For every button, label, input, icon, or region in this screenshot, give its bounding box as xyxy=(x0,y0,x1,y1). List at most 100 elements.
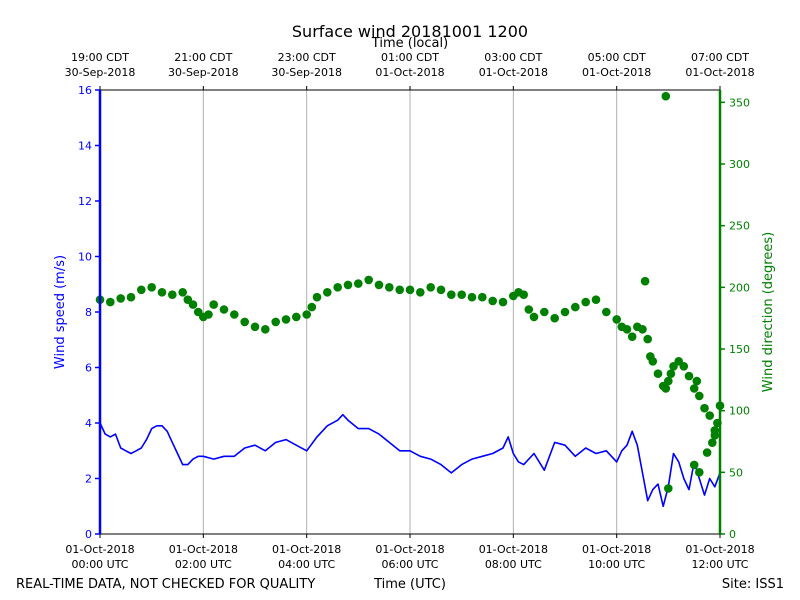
bottom-tick-time: 00:00 UTC xyxy=(71,558,128,571)
wind-direction-point xyxy=(664,376,673,386)
left-tick-label: 10 xyxy=(78,251,92,264)
wind-direction-point xyxy=(292,312,301,322)
left-tick-label: 0 xyxy=(85,528,92,541)
right-tick-label: 250 xyxy=(729,220,750,233)
wind-direction-point xyxy=(700,403,709,413)
left-tick-label: 8 xyxy=(85,306,92,319)
wind-direction-point xyxy=(204,310,213,319)
wind-direction-point xyxy=(219,305,229,314)
bottom-tick-date: 01-Oct-2018 xyxy=(582,543,651,556)
wind-direction-point xyxy=(581,297,590,307)
right-axis-ticks: 0 50 100 150 200 250 300 350 xyxy=(720,96,750,541)
wind-direction-point xyxy=(664,484,673,493)
top-tick-time: 07:00 CDT xyxy=(691,51,749,64)
top-tick-date: 30-Sep-2018 xyxy=(168,66,239,79)
right-tick-label: 150 xyxy=(729,343,750,356)
wind-direction-point xyxy=(395,285,405,295)
wind-direction-point xyxy=(560,307,570,317)
wind-direction-point xyxy=(385,283,394,292)
bottom-tick-date: 01-Oct-2018 xyxy=(65,543,134,556)
top-tick-time: 19:00 CDT xyxy=(71,51,129,64)
right-tick-label: 50 xyxy=(729,466,743,479)
wind-direction-point xyxy=(653,369,663,379)
wind-direction-point xyxy=(689,384,699,393)
wind-direction-point xyxy=(643,334,652,344)
bottom-tick-time: 12:00 UTC xyxy=(691,558,748,571)
bottom-tick-time: 02:00 UTC xyxy=(175,558,232,571)
bottom-tick-date: 01-Oct-2018 xyxy=(685,543,754,556)
right-tick-label: 0 xyxy=(729,528,736,541)
right-tick-label: 200 xyxy=(729,281,750,294)
wind-direction-point xyxy=(188,300,198,309)
wind-direction-point xyxy=(540,307,549,317)
wind-direction-point xyxy=(640,276,650,286)
wind-direction-point xyxy=(447,290,456,300)
right-tick-label: 300 xyxy=(729,158,750,171)
wind-direction-point xyxy=(679,362,689,371)
wind-direction-point xyxy=(661,91,671,101)
wind-direction-point xyxy=(354,279,363,288)
left-tick-label: 2 xyxy=(85,473,92,486)
wind-direction-point xyxy=(302,310,312,319)
wind-direction-point xyxy=(426,283,436,292)
wind-direction-point xyxy=(230,310,239,319)
bottom-tick-date: 01-Oct-2018 xyxy=(479,543,548,556)
top-tick-time: 01:00 CDT xyxy=(381,51,439,64)
wind-direction-point xyxy=(627,332,637,342)
wind-direction-point xyxy=(692,376,702,386)
wind-direction-point xyxy=(106,297,115,307)
wind-direction-point xyxy=(488,296,498,306)
top-tick-date: 01-Oct-2018 xyxy=(685,66,754,79)
top-axis-ticks: 19:00 CDT 30-Sep-2018 21:00 CDT 30-Sep-2018… xyxy=(65,51,755,90)
wind-direction-point xyxy=(695,391,704,401)
gridlines xyxy=(99,90,721,534)
wind-direction-point xyxy=(312,292,322,302)
left-axis-ticks: 0 2 4 6 8 10 12 14 16 xyxy=(78,84,100,541)
right-axis-label: Wind direction (degrees) xyxy=(761,232,776,392)
wind-direction-point xyxy=(708,438,717,448)
wind-direction-point xyxy=(666,369,676,379)
bottom-tick-date: 01-Oct-2018 xyxy=(272,543,341,556)
bottom-axis-ticks: 01-Oct-2018 00:00 UTC 01-Oct-2018 02:00 UTC… xyxy=(65,534,755,571)
wind-direction-point xyxy=(684,371,694,381)
wind-direction-point xyxy=(702,448,712,457)
wind-direction-point xyxy=(126,292,136,302)
wind-direction-point xyxy=(261,325,270,334)
bottom-axis-title: Time (UTC) xyxy=(373,577,446,592)
wind-direction-point xyxy=(695,468,704,477)
bottom-tick-time: 04:00 UTC xyxy=(278,558,335,571)
wind-direction-point xyxy=(178,288,187,297)
top-tick-date: 30-Sep-2018 xyxy=(65,66,136,79)
bottom-tick-date: 01-Oct-2018 xyxy=(169,543,238,556)
top-tick-time: 03:00 CDT xyxy=(484,51,542,64)
wind-direction-point xyxy=(710,431,720,440)
wind-direction-point xyxy=(648,357,658,366)
top-tick-time: 21:00 CDT xyxy=(174,51,232,64)
wind-direction-point xyxy=(622,325,632,334)
right-tick-label: 350 xyxy=(729,96,750,109)
wind-direction-point xyxy=(661,384,671,393)
wind-speed-line xyxy=(99,413,721,508)
wind-direction-point xyxy=(405,285,415,295)
top-tick-time: 23:00 CDT xyxy=(278,51,336,64)
wind-direction-point xyxy=(638,325,647,334)
top-tick-time: 05:00 CDT xyxy=(588,51,646,64)
wind-direction-point xyxy=(307,302,317,312)
series-layer xyxy=(95,91,725,508)
top-tick-date: 01-Oct-2018 xyxy=(479,66,548,79)
left-tick-label: 14 xyxy=(78,140,92,153)
wind-direction-point xyxy=(612,315,621,324)
wind-direction-point xyxy=(209,300,218,309)
top-tick-date: 30-Sep-2018 xyxy=(271,66,342,79)
wind-direction-point xyxy=(374,280,384,290)
bottom-tick-time: 10:00 UTC xyxy=(588,558,645,571)
wind-direction-point xyxy=(705,411,714,420)
top-axis-title: Time (local) xyxy=(371,36,448,51)
left-tick-label: 4 xyxy=(85,417,92,430)
wind-direction-point xyxy=(519,290,528,300)
wind-direction-point xyxy=(529,312,539,322)
left-tick-label: 16 xyxy=(78,84,92,97)
wind-direction-point xyxy=(550,313,559,323)
left-tick-label: 6 xyxy=(85,362,92,375)
wind-direction-point xyxy=(240,317,249,327)
